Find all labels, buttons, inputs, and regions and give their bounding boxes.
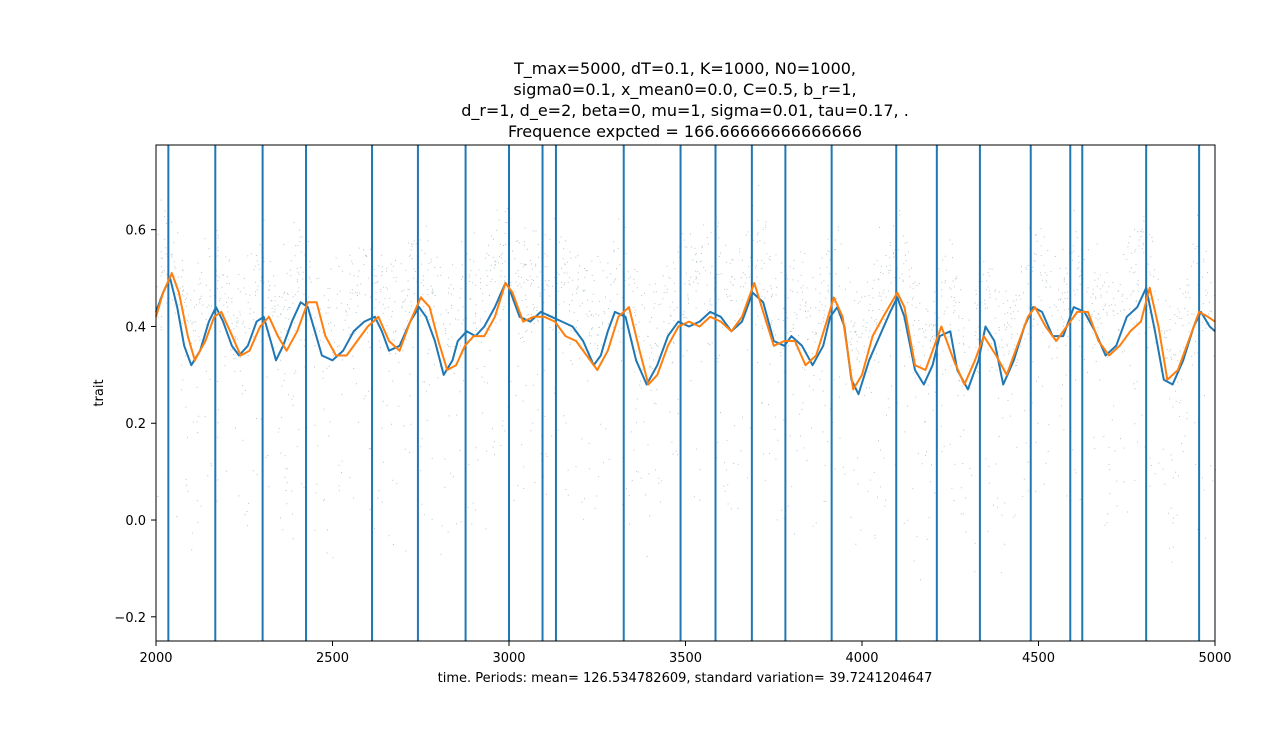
title-line-2: sigma0=0.1, x_mean0=0.0, C=0.5, b_r=1, [513,80,856,100]
x-tick-label-2: 3000 [492,651,525,666]
y-axis: −0.2 0.0 0.2 0.4 0.6 [114,224,156,626]
period-markers [167,145,1201,641]
x-tick-label-6: 5000 [1198,651,1231,666]
y-tick-label-1: 0.0 [125,514,146,529]
y-axis-label: trait [92,379,107,406]
title-line-4: Frequence expcted = 166.66666666666666 [508,122,862,141]
scatter-points [156,184,1216,581]
series-line-orange [155,272,1216,391]
y-tick-label-4: 0.6 [125,224,146,239]
title-line-1: T_max=5000, dT=0.1, K=1000, N0=1000, [513,59,856,79]
y-tick-label-0: −0.2 [114,611,146,626]
y-tick-label-2: 0.2 [125,417,146,432]
x-axis: 2000 2500 3000 3500 4000 4500 5000 [139,641,1232,666]
scatter-cloud [156,184,1216,581]
x-axis-label: time. Periods: mean= 126.534782609, stan… [438,671,933,686]
series-line-blue [155,277,1216,396]
series-lines [155,272,1216,396]
x-tick-label-1: 2500 [316,651,349,666]
x-tick-label-4: 4000 [845,651,878,666]
title-line-3: d_r=1, d_e=2, beta=0, mu=1, sigma=0.01, … [461,101,909,121]
y-tick-label-3: 0.4 [125,320,146,335]
x-tick-label-0: 2000 [139,651,172,666]
x-tick-label-3: 3500 [669,651,702,666]
chart-title: T_max=5000, dT=0.1, K=1000, N0=1000, sig… [461,59,909,141]
plot-frame [155,144,1216,642]
x-tick-label-5: 4500 [1022,651,1055,666]
